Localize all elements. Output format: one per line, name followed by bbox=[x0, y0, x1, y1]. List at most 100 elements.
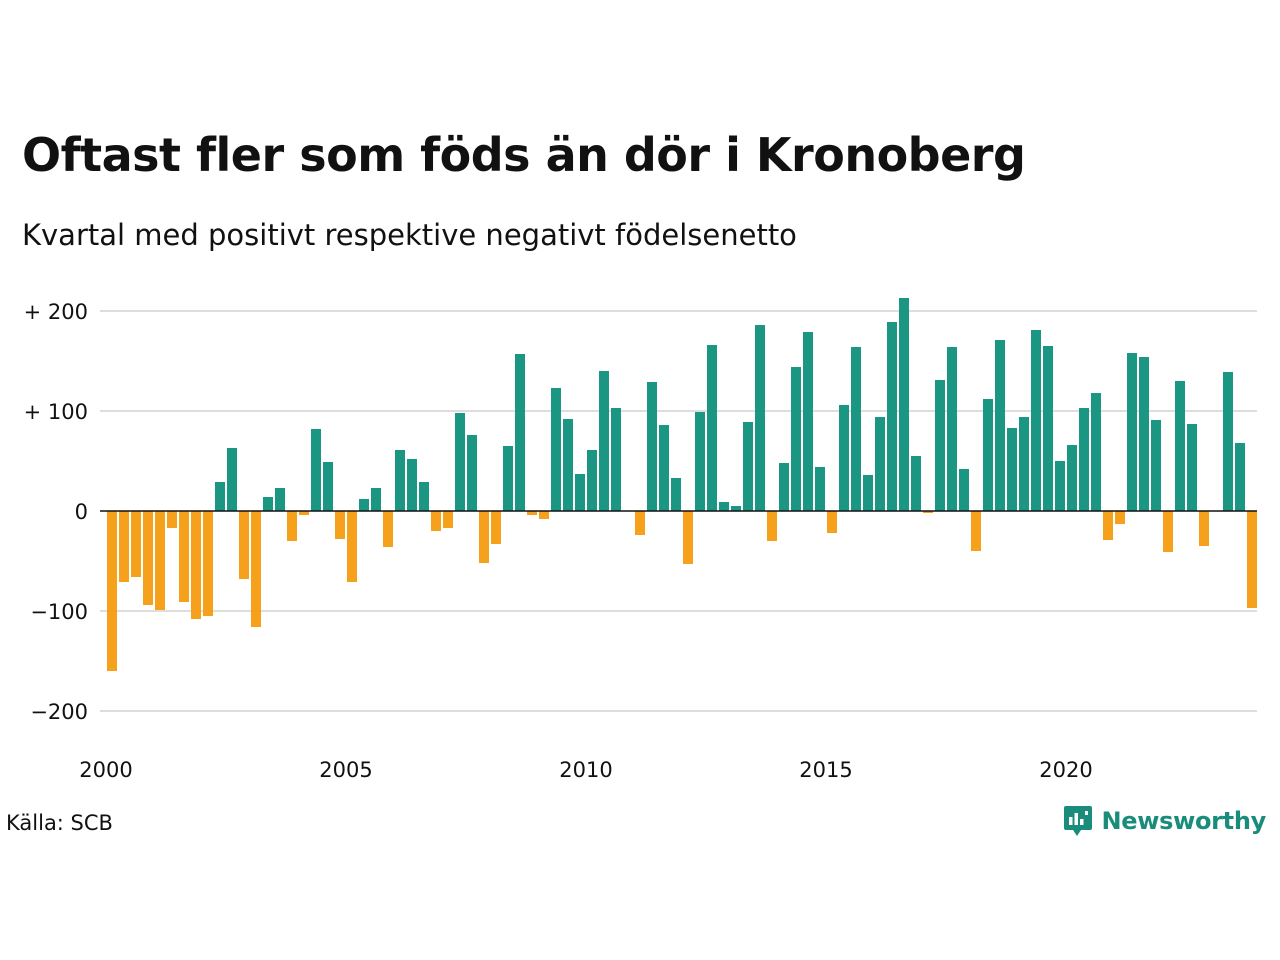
y-tick-label: −200 bbox=[30, 700, 88, 724]
bar bbox=[551, 388, 561, 511]
bar bbox=[287, 511, 297, 541]
bar bbox=[263, 497, 273, 511]
bar bbox=[203, 511, 213, 616]
bar bbox=[1019, 417, 1029, 511]
y-tick-label: −100 bbox=[30, 600, 88, 624]
bar bbox=[1007, 428, 1017, 511]
bar bbox=[647, 382, 657, 511]
y-tick-label: 0 bbox=[75, 500, 88, 524]
bar bbox=[1067, 445, 1077, 511]
bar bbox=[563, 419, 573, 511]
y-tick-label: + 200 bbox=[24, 300, 88, 324]
bars bbox=[107, 298, 1257, 671]
bar bbox=[839, 405, 849, 511]
bar bbox=[131, 511, 141, 577]
bar bbox=[347, 511, 357, 582]
bar bbox=[983, 399, 993, 511]
bar bbox=[959, 469, 969, 511]
bar bbox=[803, 332, 813, 511]
bar bbox=[755, 325, 765, 511]
bar bbox=[887, 322, 897, 511]
bar bbox=[731, 506, 741, 511]
bar bbox=[875, 417, 885, 511]
bar bbox=[923, 511, 933, 513]
bar bbox=[1235, 443, 1245, 511]
bar bbox=[635, 511, 645, 535]
bar bbox=[1103, 511, 1113, 540]
bar bbox=[275, 488, 285, 511]
chart-subtitle: Kvartal med positivt respektive negativt… bbox=[22, 218, 797, 252]
bar bbox=[455, 413, 465, 511]
bar bbox=[191, 511, 201, 619]
bar bbox=[215, 482, 225, 511]
bar bbox=[323, 462, 333, 511]
bar bbox=[599, 371, 609, 511]
bar-chart: + 200 + 100 0 −100 −200 2000 2005 2010 2015 2020 bbox=[24, 298, 1257, 782]
chart-title: Oftast fler som föds än dör i Kronoberg bbox=[22, 128, 1026, 182]
bar bbox=[467, 435, 477, 511]
bar bbox=[491, 511, 501, 544]
bar bbox=[779, 463, 789, 511]
bar bbox=[911, 456, 921, 511]
bar bbox=[371, 488, 381, 511]
bar bbox=[155, 511, 165, 610]
y-tick-label: + 100 bbox=[24, 400, 88, 424]
bar bbox=[1223, 372, 1233, 511]
bar bbox=[1055, 461, 1065, 511]
x-tick-label: 2005 bbox=[319, 758, 372, 782]
bar bbox=[671, 478, 681, 511]
bar bbox=[995, 340, 1005, 511]
bar bbox=[431, 511, 441, 531]
bar bbox=[539, 511, 549, 519]
bar bbox=[515, 354, 525, 511]
bar bbox=[1139, 357, 1149, 511]
bar bbox=[683, 511, 693, 564]
bar bbox=[695, 412, 705, 511]
bar bbox=[827, 511, 837, 533]
bar bbox=[1247, 511, 1257, 608]
brand-logo: Newsworthy bbox=[1063, 804, 1266, 838]
grid-lines bbox=[100, 310, 1257, 712]
bar bbox=[1079, 408, 1089, 511]
bar bbox=[227, 448, 237, 511]
bar bbox=[575, 474, 585, 511]
bar bbox=[1151, 420, 1161, 511]
bar bbox=[1199, 511, 1209, 546]
bar bbox=[971, 511, 981, 551]
bar bbox=[419, 482, 429, 511]
bar bbox=[527, 511, 537, 515]
bar bbox=[947, 347, 957, 511]
bar bbox=[407, 459, 417, 511]
bar bbox=[935, 380, 945, 511]
bar bbox=[1031, 330, 1041, 511]
bar bbox=[1187, 424, 1197, 511]
bar bbox=[1043, 346, 1053, 511]
x-tick-label: 2000 bbox=[79, 758, 132, 782]
brand-name: Newsworthy bbox=[1101, 807, 1266, 835]
bar bbox=[1163, 511, 1173, 552]
bar bbox=[1115, 511, 1125, 524]
bar bbox=[743, 422, 753, 511]
bar bbox=[587, 450, 597, 511]
bar-chart-speech-bubble-icon bbox=[1064, 806, 1093, 836]
bar bbox=[335, 511, 345, 539]
bar bbox=[167, 511, 177, 528]
bar bbox=[107, 511, 117, 671]
bar bbox=[311, 429, 321, 511]
bar bbox=[143, 511, 153, 605]
bar bbox=[815, 467, 825, 511]
bar bbox=[299, 511, 309, 515]
bar bbox=[767, 511, 777, 541]
bar bbox=[179, 511, 189, 602]
bar bbox=[1127, 353, 1137, 511]
bar bbox=[1091, 393, 1101, 511]
x-axis-tick-labels: 2000 2005 2010 2015 2020 bbox=[79, 758, 1092, 782]
x-tick-label: 2010 bbox=[559, 758, 612, 782]
bar bbox=[1175, 381, 1185, 511]
y-axis-tick-labels: + 200 + 100 0 −100 −200 bbox=[24, 300, 88, 724]
bar bbox=[383, 511, 393, 547]
bar bbox=[707, 345, 717, 511]
bar bbox=[791, 367, 801, 511]
bar bbox=[503, 446, 513, 511]
bar bbox=[719, 502, 729, 511]
